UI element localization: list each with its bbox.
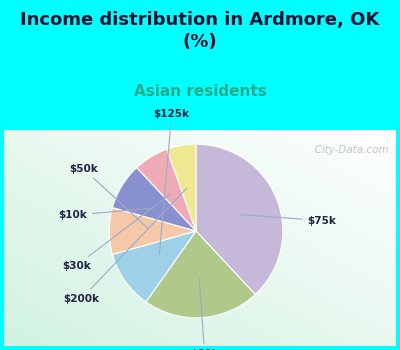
Text: $125k: $125k — [154, 109, 190, 254]
Text: Asian residents: Asian residents — [134, 84, 266, 99]
Wedge shape — [137, 149, 196, 231]
Text: $60k: $60k — [190, 279, 219, 350]
Wedge shape — [112, 231, 196, 302]
Text: Income distribution in Ardmore, OK
(%): Income distribution in Ardmore, OK (%) — [20, 10, 380, 51]
Wedge shape — [167, 144, 196, 231]
Text: $50k: $50k — [69, 163, 149, 229]
Wedge shape — [112, 168, 196, 231]
Text: $75k: $75k — [241, 215, 336, 226]
Wedge shape — [196, 144, 283, 294]
Wedge shape — [146, 231, 255, 318]
Text: $200k: $200k — [64, 189, 186, 304]
Wedge shape — [109, 208, 196, 254]
Text: City-Data.com: City-Data.com — [308, 145, 388, 155]
Text: $30k: $30k — [62, 194, 170, 271]
Text: $10k: $10k — [58, 208, 155, 220]
